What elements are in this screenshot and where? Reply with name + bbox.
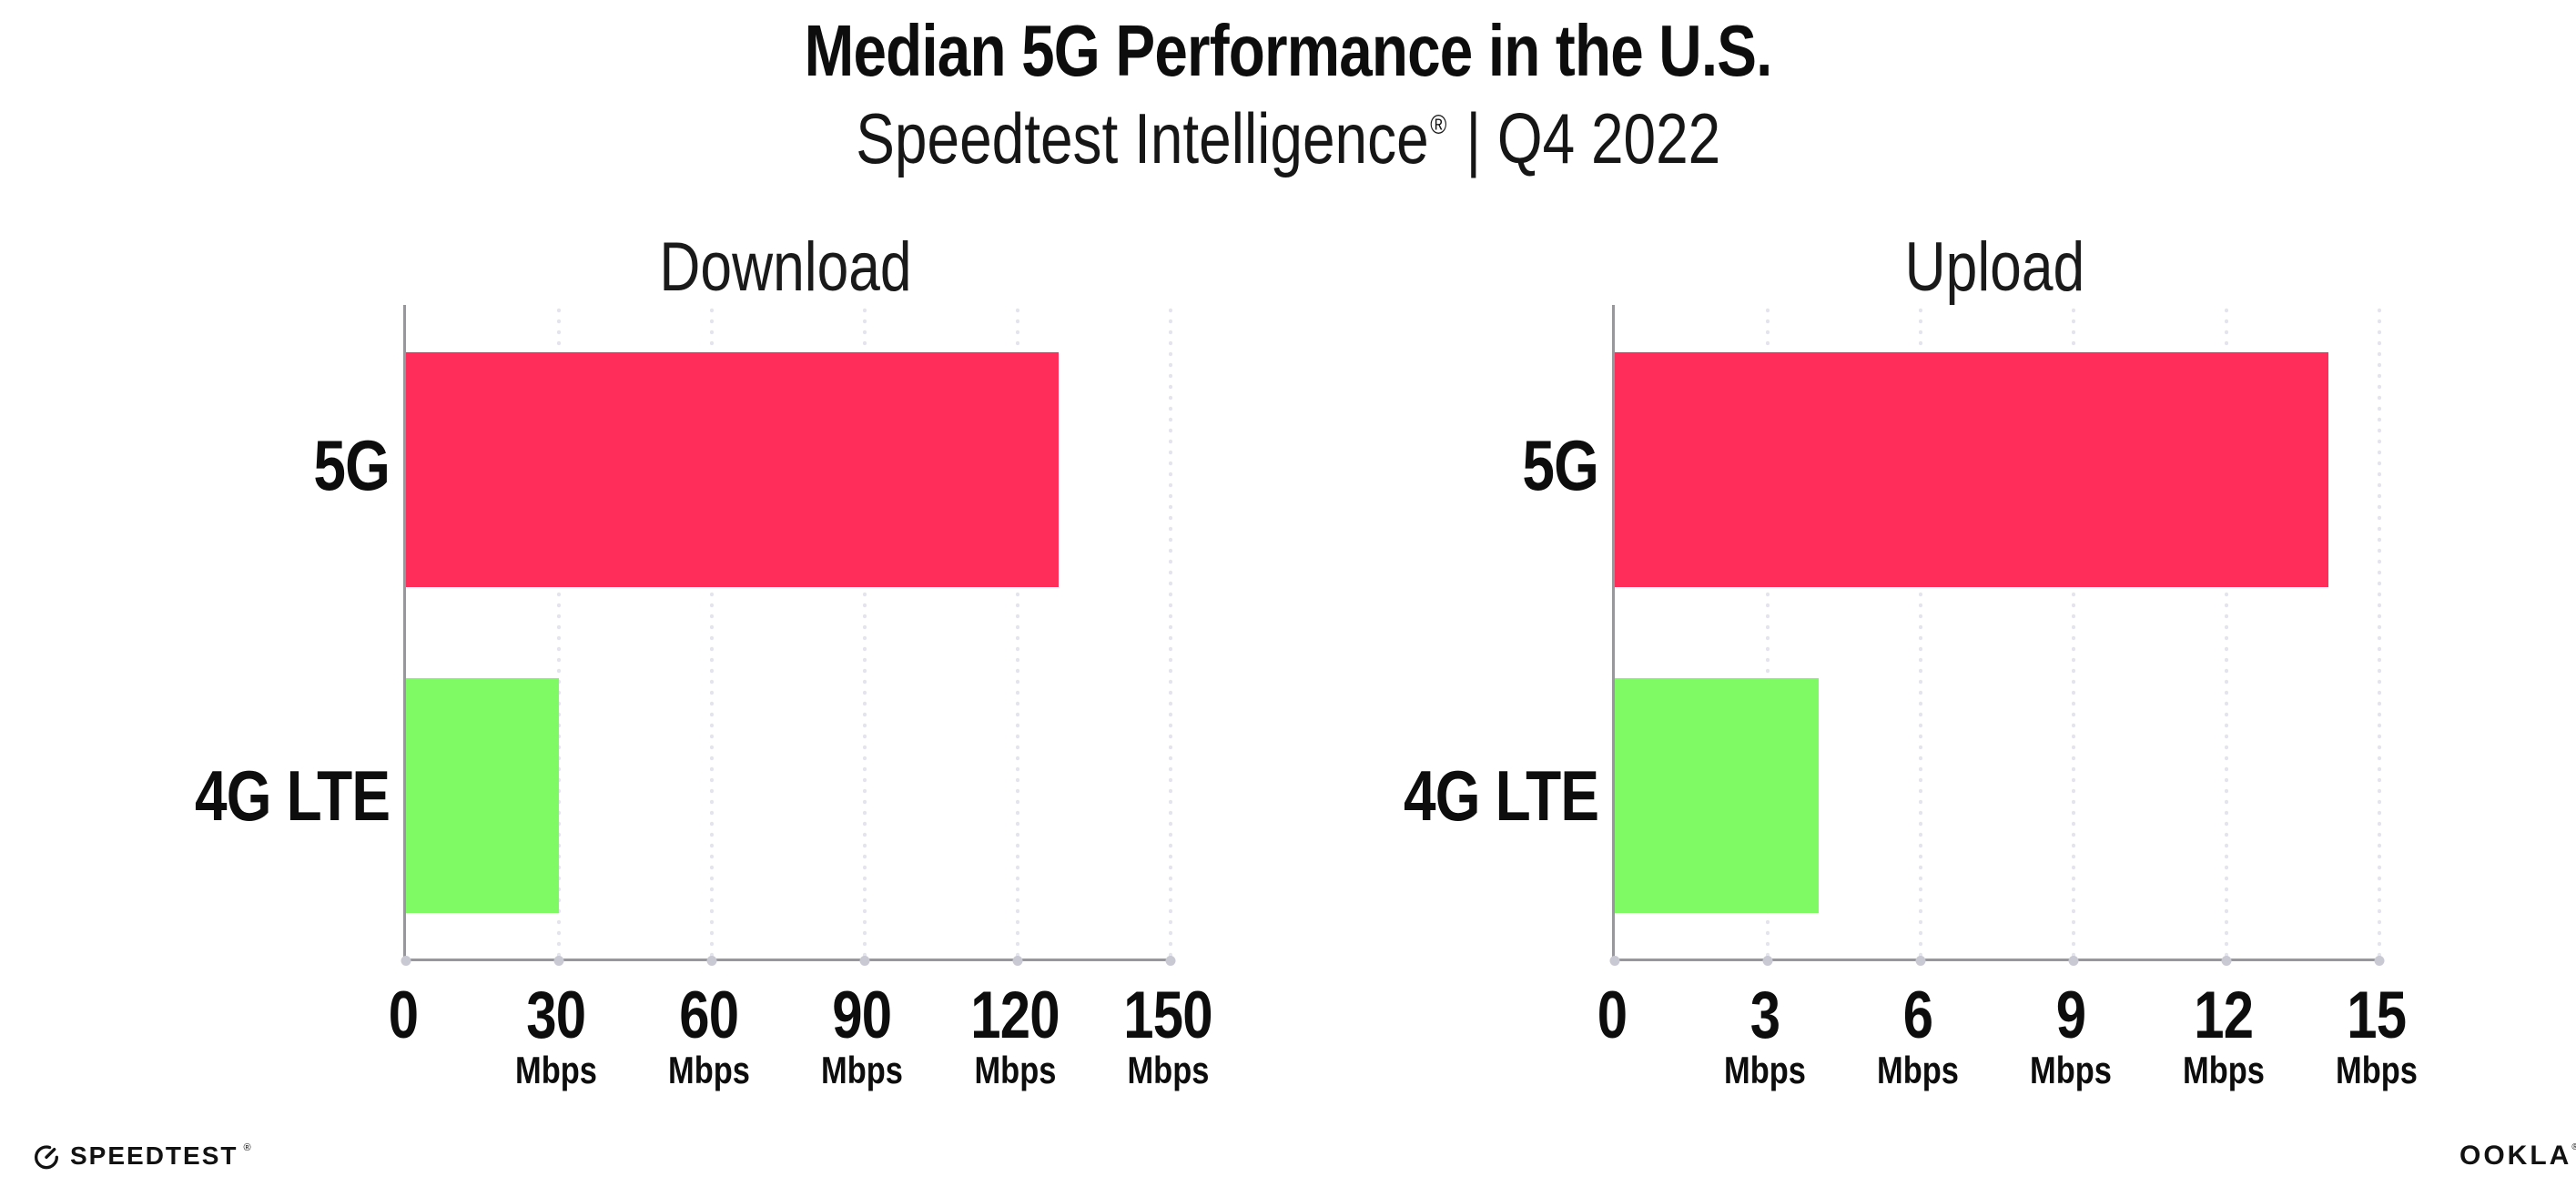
subtitle-quarter: | Q4 2022: [1449, 97, 1720, 178]
axis-tick-dot: [2374, 956, 2385, 966]
bar-5g-upload: [1615, 352, 2328, 587]
speedtest-wordmark: SPEEDTEST: [70, 1141, 238, 1170]
axis-tick-dot: [1609, 956, 1620, 966]
speedometer-gauge-icon: [35, 1145, 58, 1170]
x-tick: 30 Mbps: [515, 979, 597, 1091]
gridline: [2225, 305, 2228, 959]
ookla-wordmark: OOKLA: [2459, 1141, 2572, 1171]
ookla-logo: OOKLA ®: [2459, 1141, 2576, 1171]
axis-tick-dot: [401, 956, 411, 966]
x-tick: 12 Mbps: [2183, 979, 2265, 1091]
x-tick: 15 Mbps: [2336, 979, 2418, 1091]
upload-y-axis-labels: 5G 4G LTE: [1209, 305, 1599, 959]
gridline: [557, 305, 561, 959]
x-tick: 3 Mbps: [1724, 979, 1806, 1091]
bar-5g-download: [406, 352, 1059, 587]
page-title: Median 5G Performance in the U.S.: [0, 0, 2576, 102]
axis-tick-dot: [2221, 956, 2232, 966]
gridline: [863, 305, 867, 959]
upload-chart-title: Upload: [1612, 217, 2377, 317]
download-plot-area: [401, 305, 1176, 966]
axis-tick-dot: [859, 956, 870, 966]
gridline: [1016, 305, 1019, 959]
download-chart-title-text: Download: [659, 228, 912, 306]
x-tick: 6 Mbps: [1877, 979, 1959, 1091]
axis-tick-dot: [553, 956, 564, 966]
category-label-4g-lte: 4G LTE: [1403, 756, 1599, 836]
x-tick: 0: [388, 979, 419, 1052]
x-tick: 0: [1597, 979, 1628, 1052]
axis-tick-dot: [1012, 956, 1023, 966]
x-tick: 90 Mbps: [821, 979, 903, 1091]
download-x-axis: 0 30 Mbps 60 Mbps 90 Mbps 120 Mbps 150 M…: [389, 959, 1213, 1095]
axis-tick-dot: [1915, 956, 1926, 966]
page-subtitle: Speedtest Intelligence® | Q4 2022: [0, 89, 2576, 188]
bar-4g-lte-download: [406, 678, 559, 913]
axis-tick-dot: [1762, 956, 1773, 966]
axis-tick-dot: [1165, 956, 1176, 966]
upload-plot-area: [1609, 305, 2385, 966]
registered-mark: ®: [1430, 109, 1447, 140]
x-tick: 120 Mbps: [970, 979, 1060, 1091]
subtitle-brand: Speedtest Intelligence: [856, 97, 1429, 178]
gridline: [710, 305, 714, 959]
gridline: [1169, 305, 1172, 959]
upload-x-axis: 0 3 Mbps 6 Mbps 9 Mbps 12 Mbps 15 Mbps: [1597, 959, 2418, 1095]
page-title-text: Median 5G Performance in the U.S.: [804, 10, 1773, 91]
ookla-registered-mark: ®: [2571, 1141, 2576, 1152]
download-chart-title: Download: [403, 217, 1168, 317]
download-y-axis-labels: 5G 4G LTE: [0, 305, 390, 959]
x-tick: 60 Mbps: [668, 979, 750, 1091]
upload-chart-title-text: Upload: [1904, 228, 2084, 306]
category-label-4g-lte: 4G LTE: [194, 756, 390, 836]
category-label-5g: 5G: [313, 425, 390, 505]
category-label-5g: 5G: [1522, 425, 1599, 505]
x-tick: 150 Mbps: [1123, 979, 1212, 1091]
gridline: [1766, 305, 1770, 959]
x-tick: 9 Mbps: [2030, 979, 2112, 1091]
speedtest-registered-mark: ®: [243, 1142, 251, 1153]
gridline: [1919, 305, 1922, 959]
gridline: [2378, 305, 2381, 959]
gridline: [2072, 305, 2075, 959]
speedtest-logo: SPEEDTEST ®: [32, 1140, 255, 1172]
axis-tick-dot: [706, 956, 717, 966]
page-subtitle-text: Speedtest Intelligence® | Q4 2022: [856, 97, 1720, 180]
axis-tick-dot: [2068, 956, 2079, 966]
bar-4g-lte-upload: [1615, 678, 1819, 913]
